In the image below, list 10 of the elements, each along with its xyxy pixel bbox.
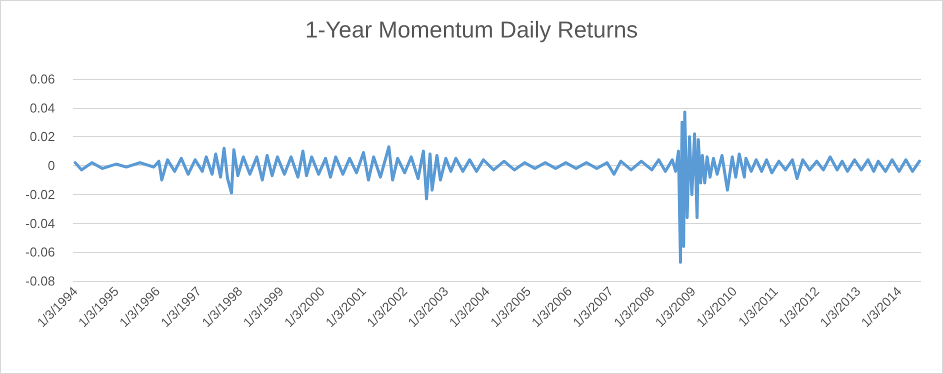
y-tick-label: -0.08	[25, 274, 55, 288]
y-tick-label: 0.02	[30, 129, 55, 144]
y-tick-label: 0.06	[30, 72, 55, 86]
y-tick-label: -0.02	[25, 186, 55, 202]
y-tick-label: -0.06	[25, 244, 55, 260]
y-tick-label: -0.04	[25, 216, 55, 231]
line-series	[74, 110, 921, 264]
chart-title: 1-Year Momentum Daily Returns	[305, 16, 638, 42]
y-tick-label: 0	[48, 158, 55, 174]
y-tick-label: 0.04	[30, 100, 55, 116]
